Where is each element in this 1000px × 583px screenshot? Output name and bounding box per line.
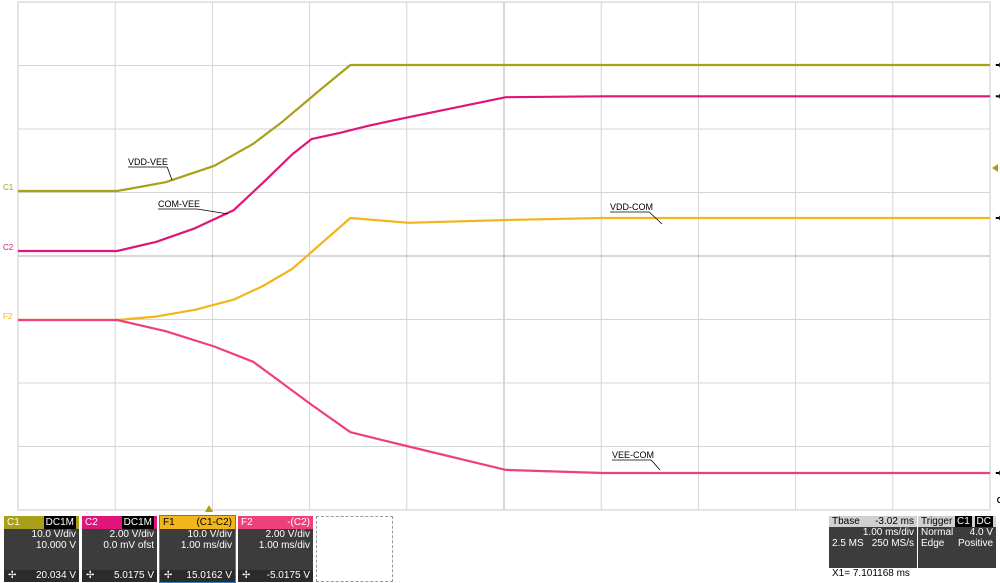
cursor-readout: X1= 7.101168 ms	[832, 568, 910, 579]
trigger-type: Edge	[921, 538, 945, 549]
offset: 0.0 mV ofst	[103, 540, 154, 551]
channel-f2-box[interactable]: F2 -(C2) 2.00 V/div 1.00 ms/div ✢ -5.0175 …	[238, 516, 313, 582]
measure-icon: ✢	[86, 570, 95, 581]
timebase-box[interactable]: Tbase -3.02 ms 1.00 ms/div 2.5 MS 250 MS/s	[829, 516, 917, 568]
measured-value: -5.0175 V	[266, 570, 310, 581]
cursor-cross-icon	[995, 215, 1000, 221]
trace-label: VEE-COM	[612, 450, 654, 460]
empty-channel-slot[interactable]	[316, 516, 393, 582]
time-per-div: 1.00 ms/div	[258, 540, 310, 551]
trace-labels: VDD-VEE COM-VEE VDD-COM VEE-COM C1 C2 F2	[3, 157, 998, 512]
channel-id: F1	[163, 517, 175, 528]
trigger-mode: Normal	[921, 527, 954, 538]
trace-vdd-com	[18, 216, 990, 322]
volts-per-div: 10.0 V/div	[187, 529, 232, 540]
offset: 10.000 V	[35, 540, 76, 551]
measured-value: 20.034 V	[35, 570, 76, 581]
cursor-label: C2	[997, 496, 1000, 505]
timebase-samples: 2.5 MS	[832, 538, 864, 549]
trace-com-vee	[18, 95, 990, 253]
trigger-label: Trigger	[921, 516, 953, 527]
measure-icon: ✢	[164, 570, 173, 581]
math-expression: (C1-C2)	[196, 517, 232, 528]
trigger-slope: Positive	[957, 538, 993, 549]
timebase-div: 1.00 ms/div	[862, 527, 914, 538]
measured-value: 15.0162 V	[186, 570, 232, 581]
trigger-level-arrow-icon	[992, 164, 998, 172]
channel-f1-box[interactable]: F1 (C1-C2) 10.0 V/div 1.00 ms/div ✢ 15.016…	[159, 515, 236, 583]
volts-per-div: 10.0 V/div	[31, 529, 76, 540]
time-per-div: 1.00 ms/div	[180, 540, 232, 551]
math-expression: -(C2)	[287, 517, 310, 528]
cursor-cross-icon	[995, 62, 1000, 68]
trace-label: VDD-VEE	[128, 157, 168, 167]
trace-vee-com	[18, 318, 990, 475]
measured-value: 5.0175 V	[113, 570, 154, 581]
channel-id: F2	[241, 517, 253, 528]
timebase-label: Tbase	[832, 516, 860, 527]
timebase-rate: 250 MS/s	[871, 538, 914, 549]
trigger-source: C1	[954, 516, 972, 527]
graticule	[17, 1, 991, 511]
volts-per-div: 2.00 V/div	[109, 529, 154, 540]
scope-display: VDD-VEE COM-VEE VDD-COM VEE-COM C1 C2 F2 C2	[3, 1, 1000, 512]
trigger-level: 4.0 V	[969, 527, 993, 538]
channel-id: C2	[85, 517, 98, 528]
cursor-cross-icon	[995, 470, 1000, 476]
trigger-coupling: DC	[974, 516, 993, 527]
trace-label: COM-VEE	[158, 199, 200, 209]
trace-vdd-vee	[18, 63, 990, 193]
trigger-position-arrow-icon	[205, 505, 213, 512]
coupling-badge: DC1M	[121, 516, 154, 529]
measure-icon: ✢	[242, 570, 251, 581]
traces	[18, 62, 1000, 476]
volts-per-div: 2.00 V/div	[265, 529, 310, 540]
channel-c2-box[interactable]: C2 DC1M 2.00 V/div 0.0 mV ofst ✢ 5.0175 V	[82, 516, 157, 582]
cursor-cross-icon	[995, 93, 1000, 99]
channel-c1-box[interactable]: C1 DC1M 10.0 V/div 10.000 V ✢ 20.034 V	[4, 516, 79, 582]
trace-label: VDD-COM	[610, 202, 653, 212]
channel-marker: F2	[3, 312, 13, 321]
measure-icon: ✢	[8, 570, 17, 581]
cursor-x1[interactable]: C2	[997, 2, 1000, 510]
trigger-box[interactable]: Trigger C1 DC Normal 4.0 V Edge Positive	[918, 516, 996, 568]
channel-panel: C1 DC1M 10.0 V/div 10.000 V ✢ 20.034 V C2 D…	[0, 512, 1000, 583]
timebase-offset: -3.02 ms	[875, 516, 914, 527]
channel-id: C1	[7, 517, 20, 528]
channel-marker: C1	[3, 183, 14, 192]
coupling-badge: DC1M	[43, 516, 76, 529]
channel-marker: C2	[3, 243, 14, 252]
